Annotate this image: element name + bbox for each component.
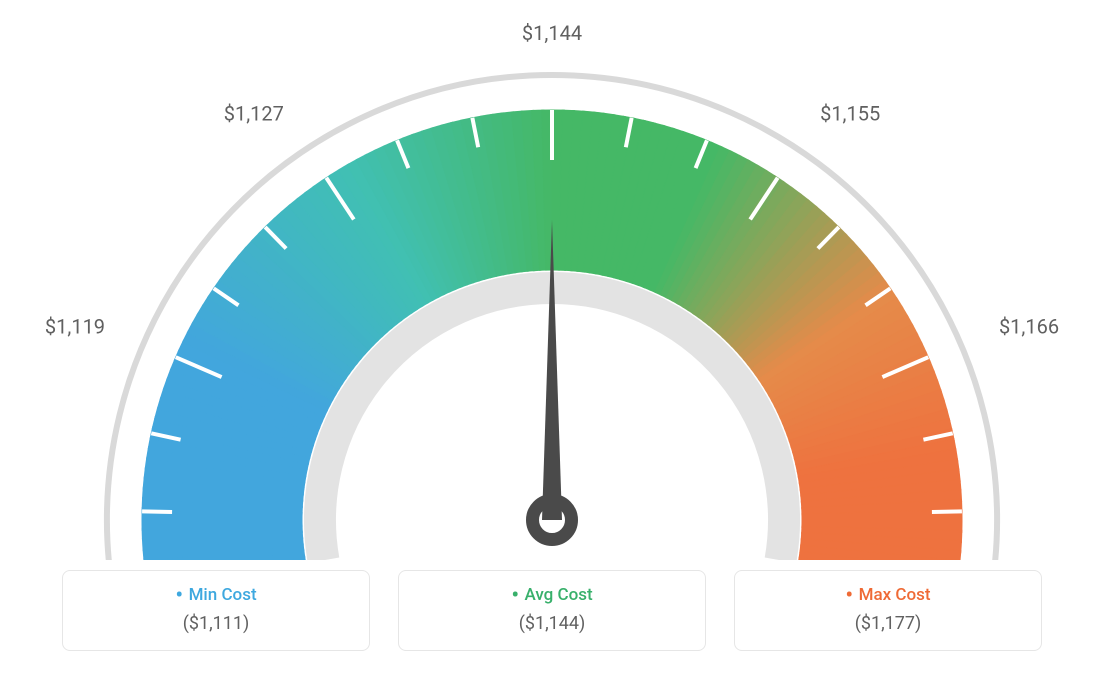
legend-min-value: ($1,111) [73,613,359,634]
gauge-tick-label: $1,166 [999,315,1059,339]
gauge-tick-label: $1,144 [522,21,582,45]
gauge-tick-label: $1,127 [224,101,284,125]
legend-card-min: Min Cost ($1,111) [62,570,370,651]
gauge-chart: $1,111$1,119$1,127$1,144$1,155$1,166$1,1… [0,0,1104,560]
legend-max-value: ($1,177) [745,613,1031,634]
legend-card-max: Max Cost ($1,177) [734,570,1042,651]
gauge-tick [932,511,962,512]
legend-avg-value: ($1,144) [409,613,695,634]
gauge-svg: $1,111$1,119$1,127$1,144$1,155$1,166$1,1… [0,0,1104,560]
gauge-tick-label: $1,155 [820,101,880,125]
legend-avg-title: Avg Cost [409,585,695,605]
legend-card-avg: Avg Cost ($1,144) [398,570,706,651]
legend-max-title: Max Cost [745,585,1031,605]
legend-min-title: Min Cost [73,585,359,605]
legend-row: Min Cost ($1,111) Avg Cost ($1,144) Max … [62,570,1042,651]
gauge-tick [142,511,172,512]
gauge-tick-label: $1,119 [45,315,105,339]
